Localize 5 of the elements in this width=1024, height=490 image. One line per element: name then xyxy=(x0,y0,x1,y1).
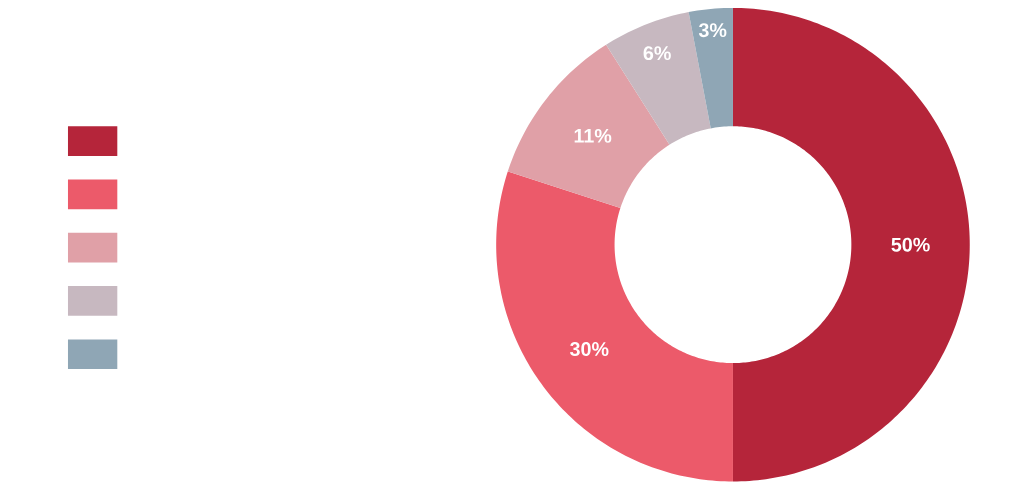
data-label: 30% xyxy=(569,341,609,356)
data-label: 11% xyxy=(574,128,612,143)
data-label: 3% xyxy=(698,22,727,37)
data-label: 50% xyxy=(891,237,930,252)
data-label: 6% xyxy=(643,45,671,60)
